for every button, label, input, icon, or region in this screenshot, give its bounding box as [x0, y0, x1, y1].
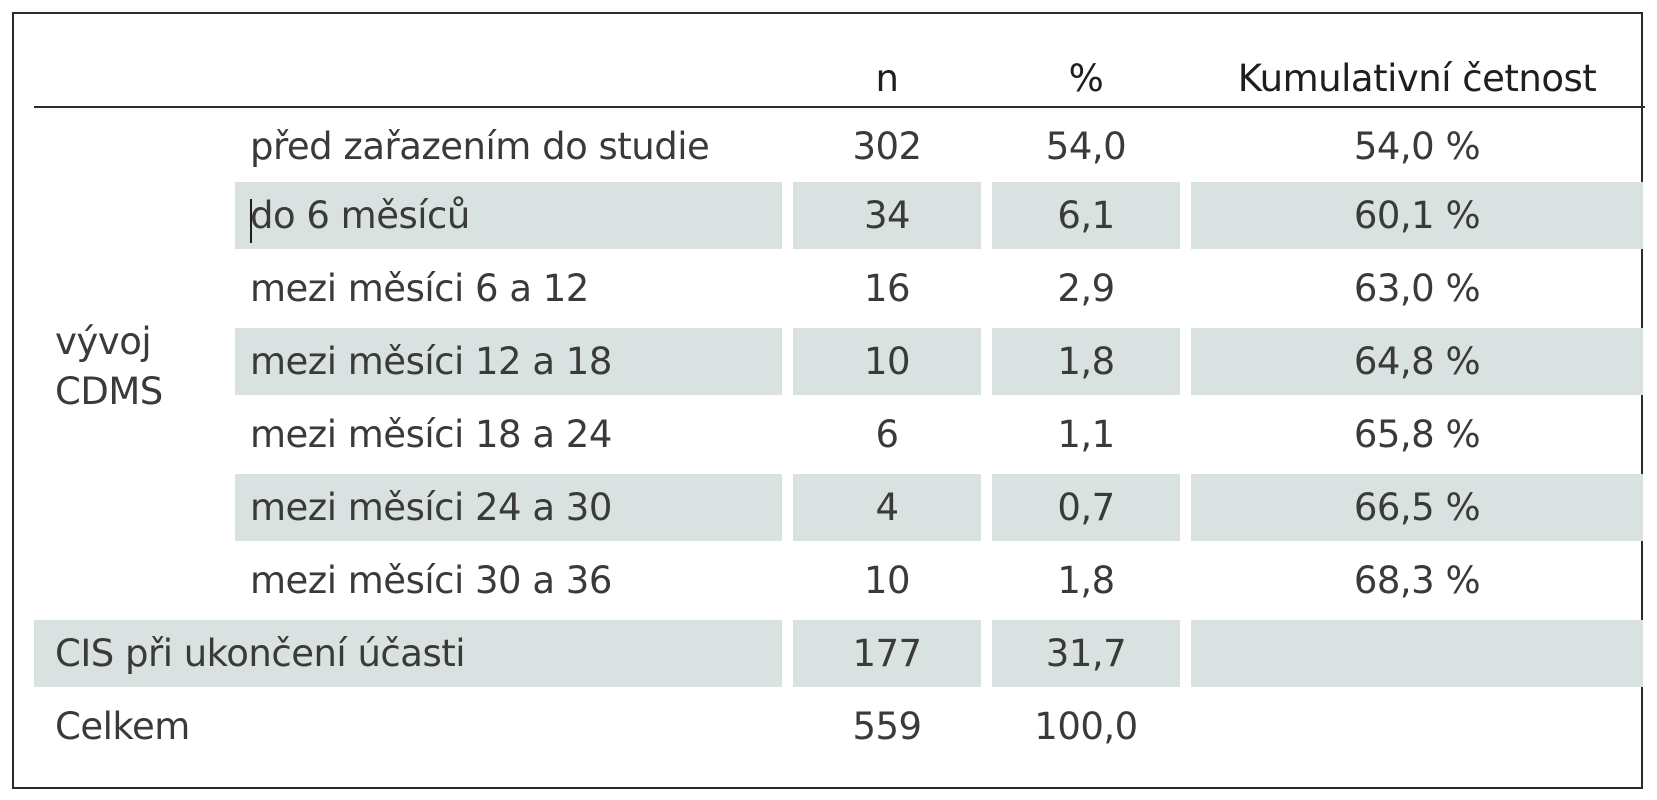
- row-7-cum: 68,3 %: [1353, 559, 1481, 602]
- row-7-label: mezi měsíci 30 a 36: [250, 559, 612, 602]
- header-cumulative: Kumulativní četnost: [1237, 57, 1597, 100]
- shade-row-2-cum: [1191, 182, 1643, 249]
- shade-row-4-n: [793, 328, 981, 395]
- row-4-label: mezi měsíci 12 a 18: [250, 340, 612, 383]
- shade-row-6-n: [793, 474, 981, 541]
- row-2-label: do 6 měsíců: [250, 194, 470, 237]
- shade-row-6-label: [235, 474, 782, 541]
- row-5-cum: 65,8 %: [1353, 413, 1481, 456]
- shade-cis-n: [793, 620, 981, 687]
- shade-cis-cum: [1191, 620, 1643, 687]
- row-5-pct: 1,1: [1057, 413, 1115, 456]
- row-3-pct: 2,9: [1057, 267, 1115, 310]
- shade-row-6-cum: [1191, 474, 1643, 541]
- row-6-pct: 0,7: [1057, 486, 1115, 529]
- row-1-label: před zařazením do studie: [250, 125, 710, 168]
- row-6-label: mezi měsíci 24 a 30: [250, 486, 612, 529]
- shade-row-4-pct: [992, 328, 1180, 395]
- row-3-cum: 63,0 %: [1353, 267, 1481, 310]
- row-6-cum: 66,5 %: [1353, 486, 1481, 529]
- row-6-n: 4: [875, 486, 899, 529]
- total-row-label: Celkem: [55, 705, 190, 748]
- cis-row-pct: 31,7: [1045, 632, 1127, 675]
- shade-row-4-cum: [1191, 328, 1643, 395]
- shade-row-2-n: [793, 182, 981, 249]
- cis-row-n: 177: [852, 632, 922, 675]
- total-row-pct: 100,0: [1034, 705, 1138, 748]
- shade-row-6-pct: [992, 474, 1180, 541]
- row-2-n: 34: [863, 194, 911, 237]
- header-n: n: [875, 57, 899, 100]
- row-1-pct: 54,0: [1045, 125, 1127, 168]
- cis-row-label: CIS při ukončení účasti: [55, 632, 466, 675]
- shade-cis-label: [34, 620, 782, 687]
- shade-row-2-label: [235, 182, 782, 249]
- row-7-pct: 1,8: [1057, 559, 1115, 602]
- group-label-line1: vývoj: [55, 320, 152, 363]
- text-cursor: [250, 199, 252, 243]
- shade-cis-pct: [992, 620, 1180, 687]
- total-row-n: 559: [852, 705, 922, 748]
- row-2-pct: 6,1: [1057, 194, 1115, 237]
- table-frame: [12, 12, 1643, 789]
- row-3-n: 16: [863, 267, 911, 310]
- row-1-n: 302: [852, 125, 922, 168]
- group-label-line2: CDMS: [55, 370, 163, 413]
- row-4-cum: 64,8 %: [1353, 340, 1481, 383]
- row-1-cum: 54,0 %: [1353, 125, 1481, 168]
- shade-row-2-pct: [992, 182, 1180, 249]
- shade-row-4-label: [235, 328, 782, 395]
- row-2-cum: 60,1 %: [1353, 194, 1481, 237]
- row-5-label: mezi měsíci 18 a 24: [250, 413, 612, 456]
- row-7-n: 10: [863, 559, 911, 602]
- row-4-pct: 1,8: [1057, 340, 1115, 383]
- row-5-n: 6: [875, 413, 899, 456]
- header-percent: %: [1068, 57, 1104, 100]
- header-rule: [34, 106, 1645, 108]
- row-3-label: mezi měsíci 6 a 12: [250, 267, 589, 310]
- row-4-n: 10: [863, 340, 911, 383]
